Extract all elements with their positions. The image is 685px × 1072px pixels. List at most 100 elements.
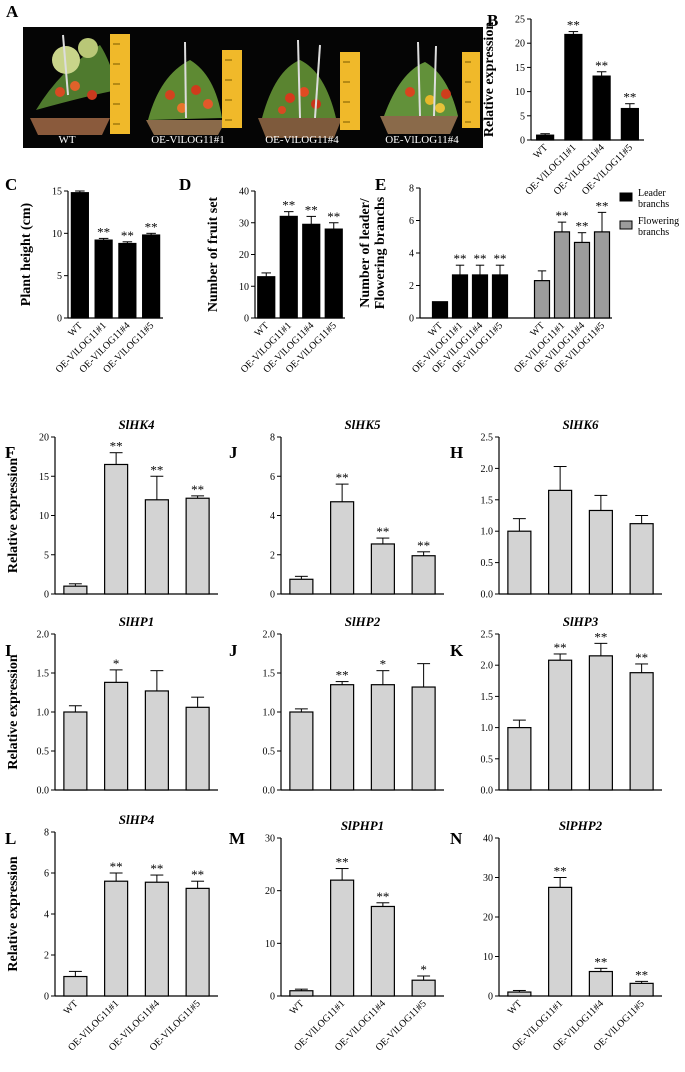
bar [471, 274, 489, 319]
chart-title: SlHK6 [562, 417, 599, 432]
panel-letter: H [450, 443, 463, 462]
bar [104, 463, 129, 595]
y-tick-label: 10 [52, 229, 62, 240]
significance-label: ** [110, 439, 123, 454]
y-tick-label: 0 [270, 992, 275, 1003]
bar [431, 301, 449, 319]
significance-label: ** [191, 482, 204, 497]
significance-label: ** [376, 889, 389, 904]
y-tick-label: 10 [265, 939, 275, 950]
panel-letter: L [5, 829, 16, 848]
significance-label: ** [336, 668, 349, 683]
y-tick-label: 4 [44, 910, 49, 921]
y-tick-label: 1.0 [481, 723, 494, 734]
panel-letter: F [5, 443, 15, 462]
significance-label: * [380, 657, 387, 672]
chart-title: SlPHP1 [341, 818, 384, 833]
y-axis-label: Relative expression [6, 856, 21, 971]
bar [536, 134, 555, 141]
y-tick-label: 0.0 [37, 786, 50, 797]
y-tick-label: 0 [488, 992, 493, 1003]
legend-swatch [619, 220, 633, 230]
chart-title: SlHP1 [119, 614, 154, 629]
chart-title: SlHP2 [345, 614, 381, 629]
chart-title: SlPHP2 [559, 818, 603, 833]
bar [451, 274, 469, 319]
bar [548, 489, 573, 595]
panel-letter: D [179, 175, 191, 194]
y-tick-label: 1.5 [481, 495, 494, 506]
y-axis-label: Number of leader/ [358, 197, 373, 307]
bar [588, 970, 613, 997]
y-tick-label: 0.5 [263, 747, 276, 758]
y-tick-label: 2.0 [263, 630, 276, 641]
y-tick-label: 10 [483, 952, 493, 963]
bar [629, 672, 654, 791]
photo-label-oe4: OE-VlLOG11#4 [265, 134, 339, 146]
panel-letter: J [229, 443, 238, 462]
bar [507, 530, 532, 595]
bar [330, 684, 355, 791]
x-tick-label: WT [62, 998, 81, 1017]
bar [370, 905, 395, 997]
y-tick-label: 8 [270, 433, 275, 444]
significance-label: ** [454, 251, 467, 266]
bar [63, 975, 88, 997]
panel-k: K SlHP3 0.0 0.5 1.0 1.5 2.0 2.5 ** ** ** [450, 614, 662, 797]
panel-b: B 0 5 10 15 20 25 Relative expression ** ** ** WT OE… [482, 11, 644, 197]
significance-label: ** [417, 538, 430, 553]
y-tick-label: 4 [409, 249, 414, 260]
y-tick-label: 8 [44, 828, 49, 839]
panel-e: E 0 2 4 6 8 Number of leader/Flowering branchs… [358, 175, 679, 375]
x-tick-label: OE-VlLOG11#5 [580, 142, 635, 197]
bar [629, 523, 654, 595]
y-axis-label: Relative expression [6, 458, 21, 573]
y-tick-label: 5 [520, 111, 525, 122]
y-tick-label: 1.0 [481, 527, 494, 538]
bar [142, 234, 161, 319]
y-tick-label: 40 [239, 187, 249, 198]
bar [63, 585, 88, 595]
bar [507, 991, 532, 997]
bar [553, 231, 571, 319]
bar [588, 655, 613, 791]
panel-letter: B [487, 11, 498, 30]
y-tick-label: 10 [39, 511, 49, 522]
y-tick-label: 20 [483, 913, 493, 924]
bar [620, 107, 639, 141]
bar [144, 881, 169, 997]
significance-label: ** [97, 224, 110, 239]
panel-letter: K [450, 641, 464, 660]
panel-j1: J SlHK5 0 2 4 6 8 ** ** ** [229, 417, 444, 601]
panel-i: I SlHP1 0.0 0.5 1.0 1.5 2.0 Relative expression… [5, 614, 218, 797]
significance-label: ** [554, 640, 567, 655]
significance-label: ** [594, 629, 607, 644]
y-tick-label: 20 [39, 433, 49, 444]
significance-label: ** [191, 867, 204, 882]
y-tick-label: 15 [39, 472, 49, 483]
panel-letter: E [375, 175, 386, 194]
bar [289, 578, 314, 595]
chart-title: SlHP4 [119, 812, 155, 827]
y-tick-label: 1.5 [481, 692, 494, 703]
y-tick-label: 2 [270, 550, 275, 561]
photo-label-oe4b: OE-VlLOG11#4 [385, 134, 459, 146]
x-tick-label: WT [253, 320, 272, 339]
chart-title: SlHP3 [563, 614, 599, 629]
panel-letter: J [229, 641, 238, 660]
y-tick-label: 0.5 [481, 558, 494, 569]
y-tick-label: 0.5 [481, 754, 494, 765]
significance-label: ** [145, 219, 158, 234]
y-tick-label: 20 [515, 39, 525, 50]
plant-wt [30, 34, 130, 135]
significance-label: ** [376, 524, 389, 539]
significance-label: ** [635, 967, 648, 982]
photo-label-wt: WT [58, 134, 75, 146]
y-tick-label: 0 [409, 314, 414, 325]
y-tick-label: 1.5 [37, 669, 50, 680]
y-tick-label: 2 [409, 281, 414, 292]
